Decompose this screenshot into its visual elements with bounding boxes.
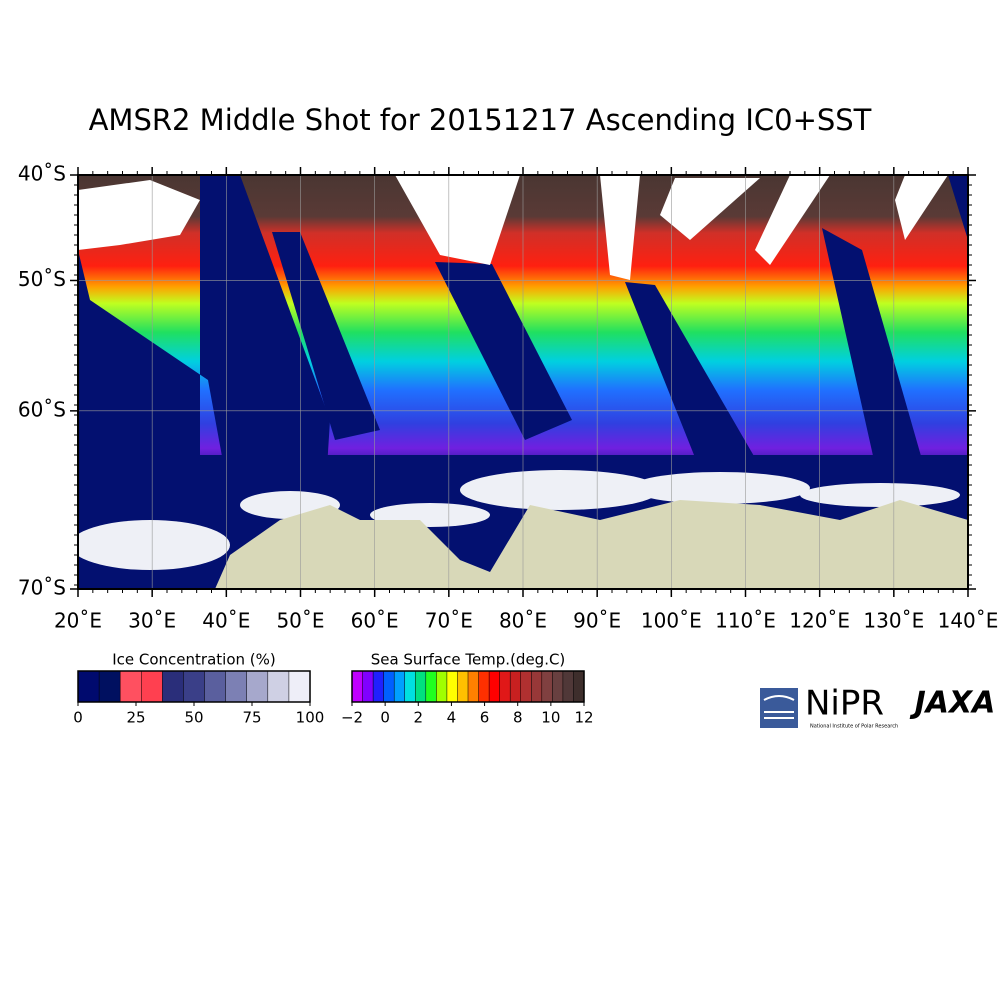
colorbar-tick-label: 8 <box>513 709 523 727</box>
colorbar-title: Ice Concentration (%) <box>112 651 276 669</box>
map-frame <box>77 174 969 590</box>
colorbar-cell <box>520 670 532 703</box>
lat-label: 70˚S <box>18 576 66 600</box>
colorbar-cell <box>446 670 459 703</box>
colorbar-cell <box>552 670 564 703</box>
colorbar-cell <box>77 670 100 703</box>
colorbar-tick-label: 75 <box>242 709 261 727</box>
colorbar-title: Sea Surface Temp.(deg.C) <box>371 651 566 669</box>
lon-label: 140˚E <box>938 609 999 633</box>
jaxa-logo: JAXA <box>910 686 996 721</box>
logos: NiPR National Institute of Polar Researc… <box>760 684 995 730</box>
colorbar-cell <box>457 670 469 703</box>
lat-label: 50˚S <box>18 267 66 291</box>
colorbar-cell <box>383 670 395 703</box>
lon-label: 40˚E <box>202 609 250 633</box>
lon-label: 130˚E <box>863 609 924 633</box>
lat-label: 60˚S <box>18 397 66 421</box>
colorbar-cell <box>436 670 448 703</box>
colorbar-cell <box>98 670 121 703</box>
lat-label: 40˚S <box>18 162 66 186</box>
colorbar-tick-label: 0 <box>73 709 83 727</box>
lon-label: 120˚E <box>789 609 850 633</box>
nipr-full: National Institute of Polar Research <box>810 724 898 730</box>
lon-label: 30˚E <box>128 609 176 633</box>
lon-label: 20˚E <box>54 609 102 633</box>
lon-label: 110˚E <box>715 609 776 633</box>
colorbar-cell <box>162 670 185 703</box>
colorbar-cell <box>267 670 290 703</box>
colorbar-tick-label: −2 <box>341 709 363 727</box>
colorbar-tick-label: 10 <box>541 709 560 727</box>
colorbar-cell <box>531 670 543 703</box>
colorbar-frame <box>351 670 585 703</box>
colorbar-cell <box>573 670 585 703</box>
colorbar-tick-label: 4 <box>447 709 457 727</box>
colorbar-cell <box>488 670 501 703</box>
no-data <box>78 175 948 280</box>
lon-label: 70˚E <box>425 609 473 633</box>
axes: 40˚S 50˚S 60˚S 70˚S 20˚E 30˚E 40˚E 50˚E 60˚E 70˚E… <box>18 162 999 633</box>
colorbar-cell <box>183 670 206 703</box>
title: AMSR2 Middle Shot for 20151217 Ascending… <box>89 103 872 137</box>
colorbar-cell <box>362 670 374 703</box>
colorbar-tick-label: 6 <box>480 709 490 727</box>
colorbar-cell <box>404 670 416 703</box>
colorbar-cell <box>225 670 248 703</box>
lon-label: 80˚E <box>499 609 547 633</box>
lon-label: 50˚E <box>276 609 324 633</box>
colorbar-cell <box>119 670 142 703</box>
colorbar-cell <box>141 670 163 703</box>
colorbar-cell <box>372 670 385 703</box>
lon-label: 90˚E <box>573 609 621 633</box>
colorbar-cell <box>467 670 480 703</box>
colorbar-cell <box>351 670 364 703</box>
nipr-logo: NiPR <box>805 684 884 724</box>
colorbar-cell <box>478 670 490 703</box>
colorbar-tick-label: 50 <box>184 709 203 727</box>
colorbar-cell <box>509 670 522 703</box>
colorbar-cell <box>425 670 437 703</box>
colorbar-cell <box>246 670 269 703</box>
colorbar-cell <box>415 670 427 703</box>
colorbar-tick-label: 0 <box>380 709 390 727</box>
colorbar-cell <box>499 670 511 703</box>
lon-label: 60˚E <box>351 609 399 633</box>
colorbar-cell <box>288 670 311 703</box>
land <box>215 500 968 589</box>
colorbar-cell <box>541 670 553 703</box>
nipr-icon <box>760 688 798 728</box>
colorbar-cell <box>204 670 227 703</box>
sea-ice <box>78 470 960 570</box>
map <box>78 175 968 589</box>
colorbar-tick-label: 12 <box>574 709 593 727</box>
lon-label: 100˚E <box>641 609 702 633</box>
colorbar-tick-label: 100 <box>296 709 325 727</box>
colorbar-tick-label: 2 <box>414 709 424 727</box>
colorbar-tick-label: 25 <box>126 709 145 727</box>
colorbar-cell <box>562 670 575 703</box>
colorbar-cell <box>393 670 406 703</box>
